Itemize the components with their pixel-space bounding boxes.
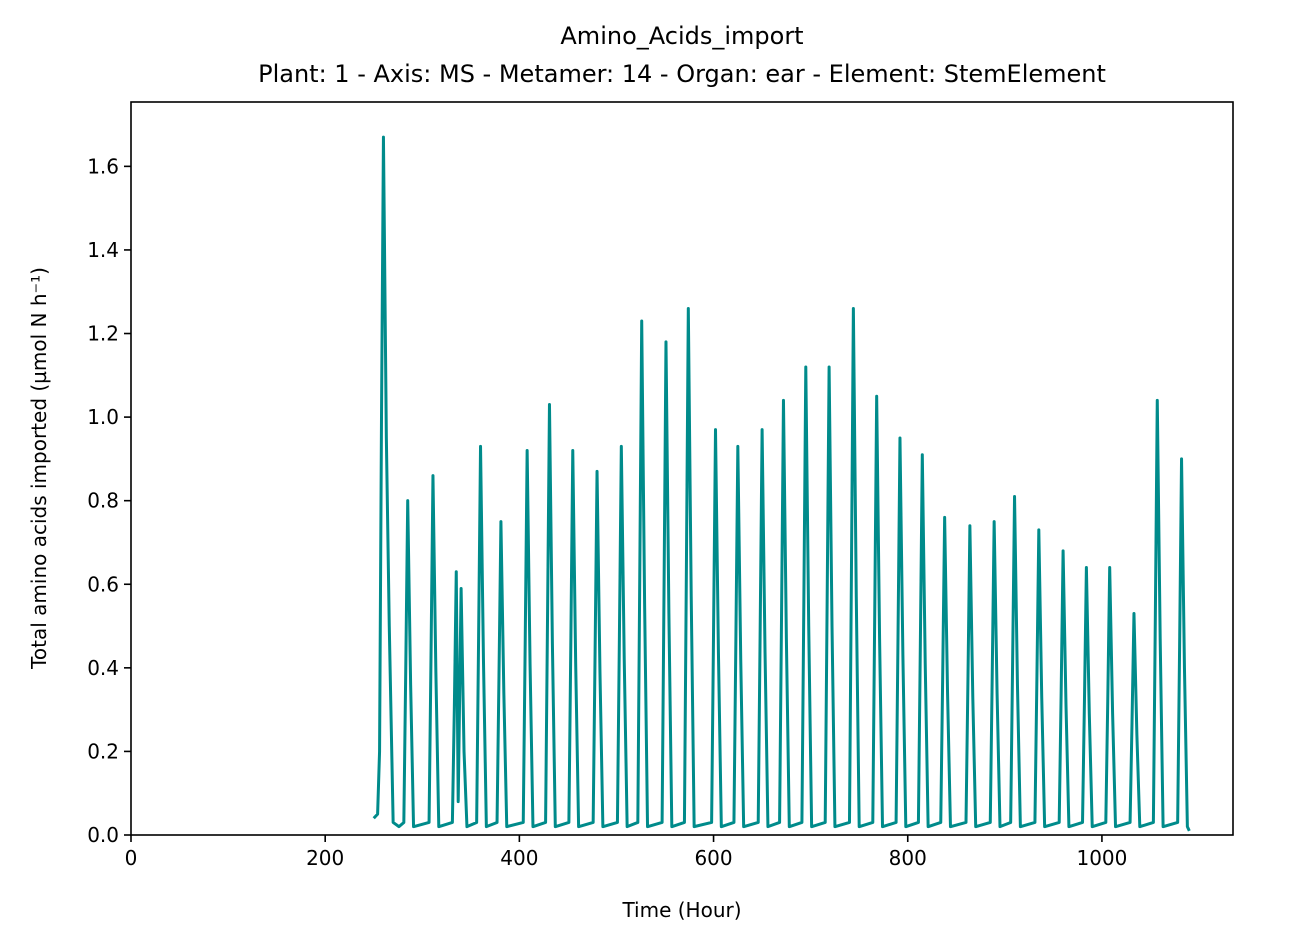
- y-tick-label: 0.6: [87, 572, 119, 596]
- y-tick-label: 1.6: [87, 154, 119, 178]
- data-line: [372, 135, 1191, 832]
- y-tick-label: 0.4: [87, 656, 119, 680]
- axes-frame: [130, 101, 1234, 836]
- x-tick-label: 0: [125, 846, 138, 870]
- x-tick-label: 600: [694, 846, 732, 870]
- y-tick-label: 0.0: [87, 823, 119, 847]
- x-tick-label: 400: [500, 846, 538, 870]
- y-axis-label: Total amino acids imported (µmol N h⁻¹): [27, 267, 51, 670]
- y-tick-label: 0.8: [87, 489, 119, 513]
- x-tick-label: 1000: [1076, 846, 1127, 870]
- chart-title: Amino_Acids_import: [560, 22, 803, 50]
- plot-area: [372, 135, 1191, 832]
- y-tick-label: 1.2: [87, 322, 119, 346]
- x-axis-label: Time (Hour): [621, 898, 741, 922]
- y-tick-label: 1.4: [87, 238, 119, 262]
- y-tick-label: 0.2: [87, 739, 119, 763]
- x-tick-label: 200: [306, 846, 344, 870]
- x-tick-label: 800: [889, 846, 927, 870]
- y-tick-label: 1.0: [87, 405, 119, 429]
- chart-subtitle: Plant: 1 - Axis: MS - Metamer: 14 - Orga…: [258, 60, 1106, 88]
